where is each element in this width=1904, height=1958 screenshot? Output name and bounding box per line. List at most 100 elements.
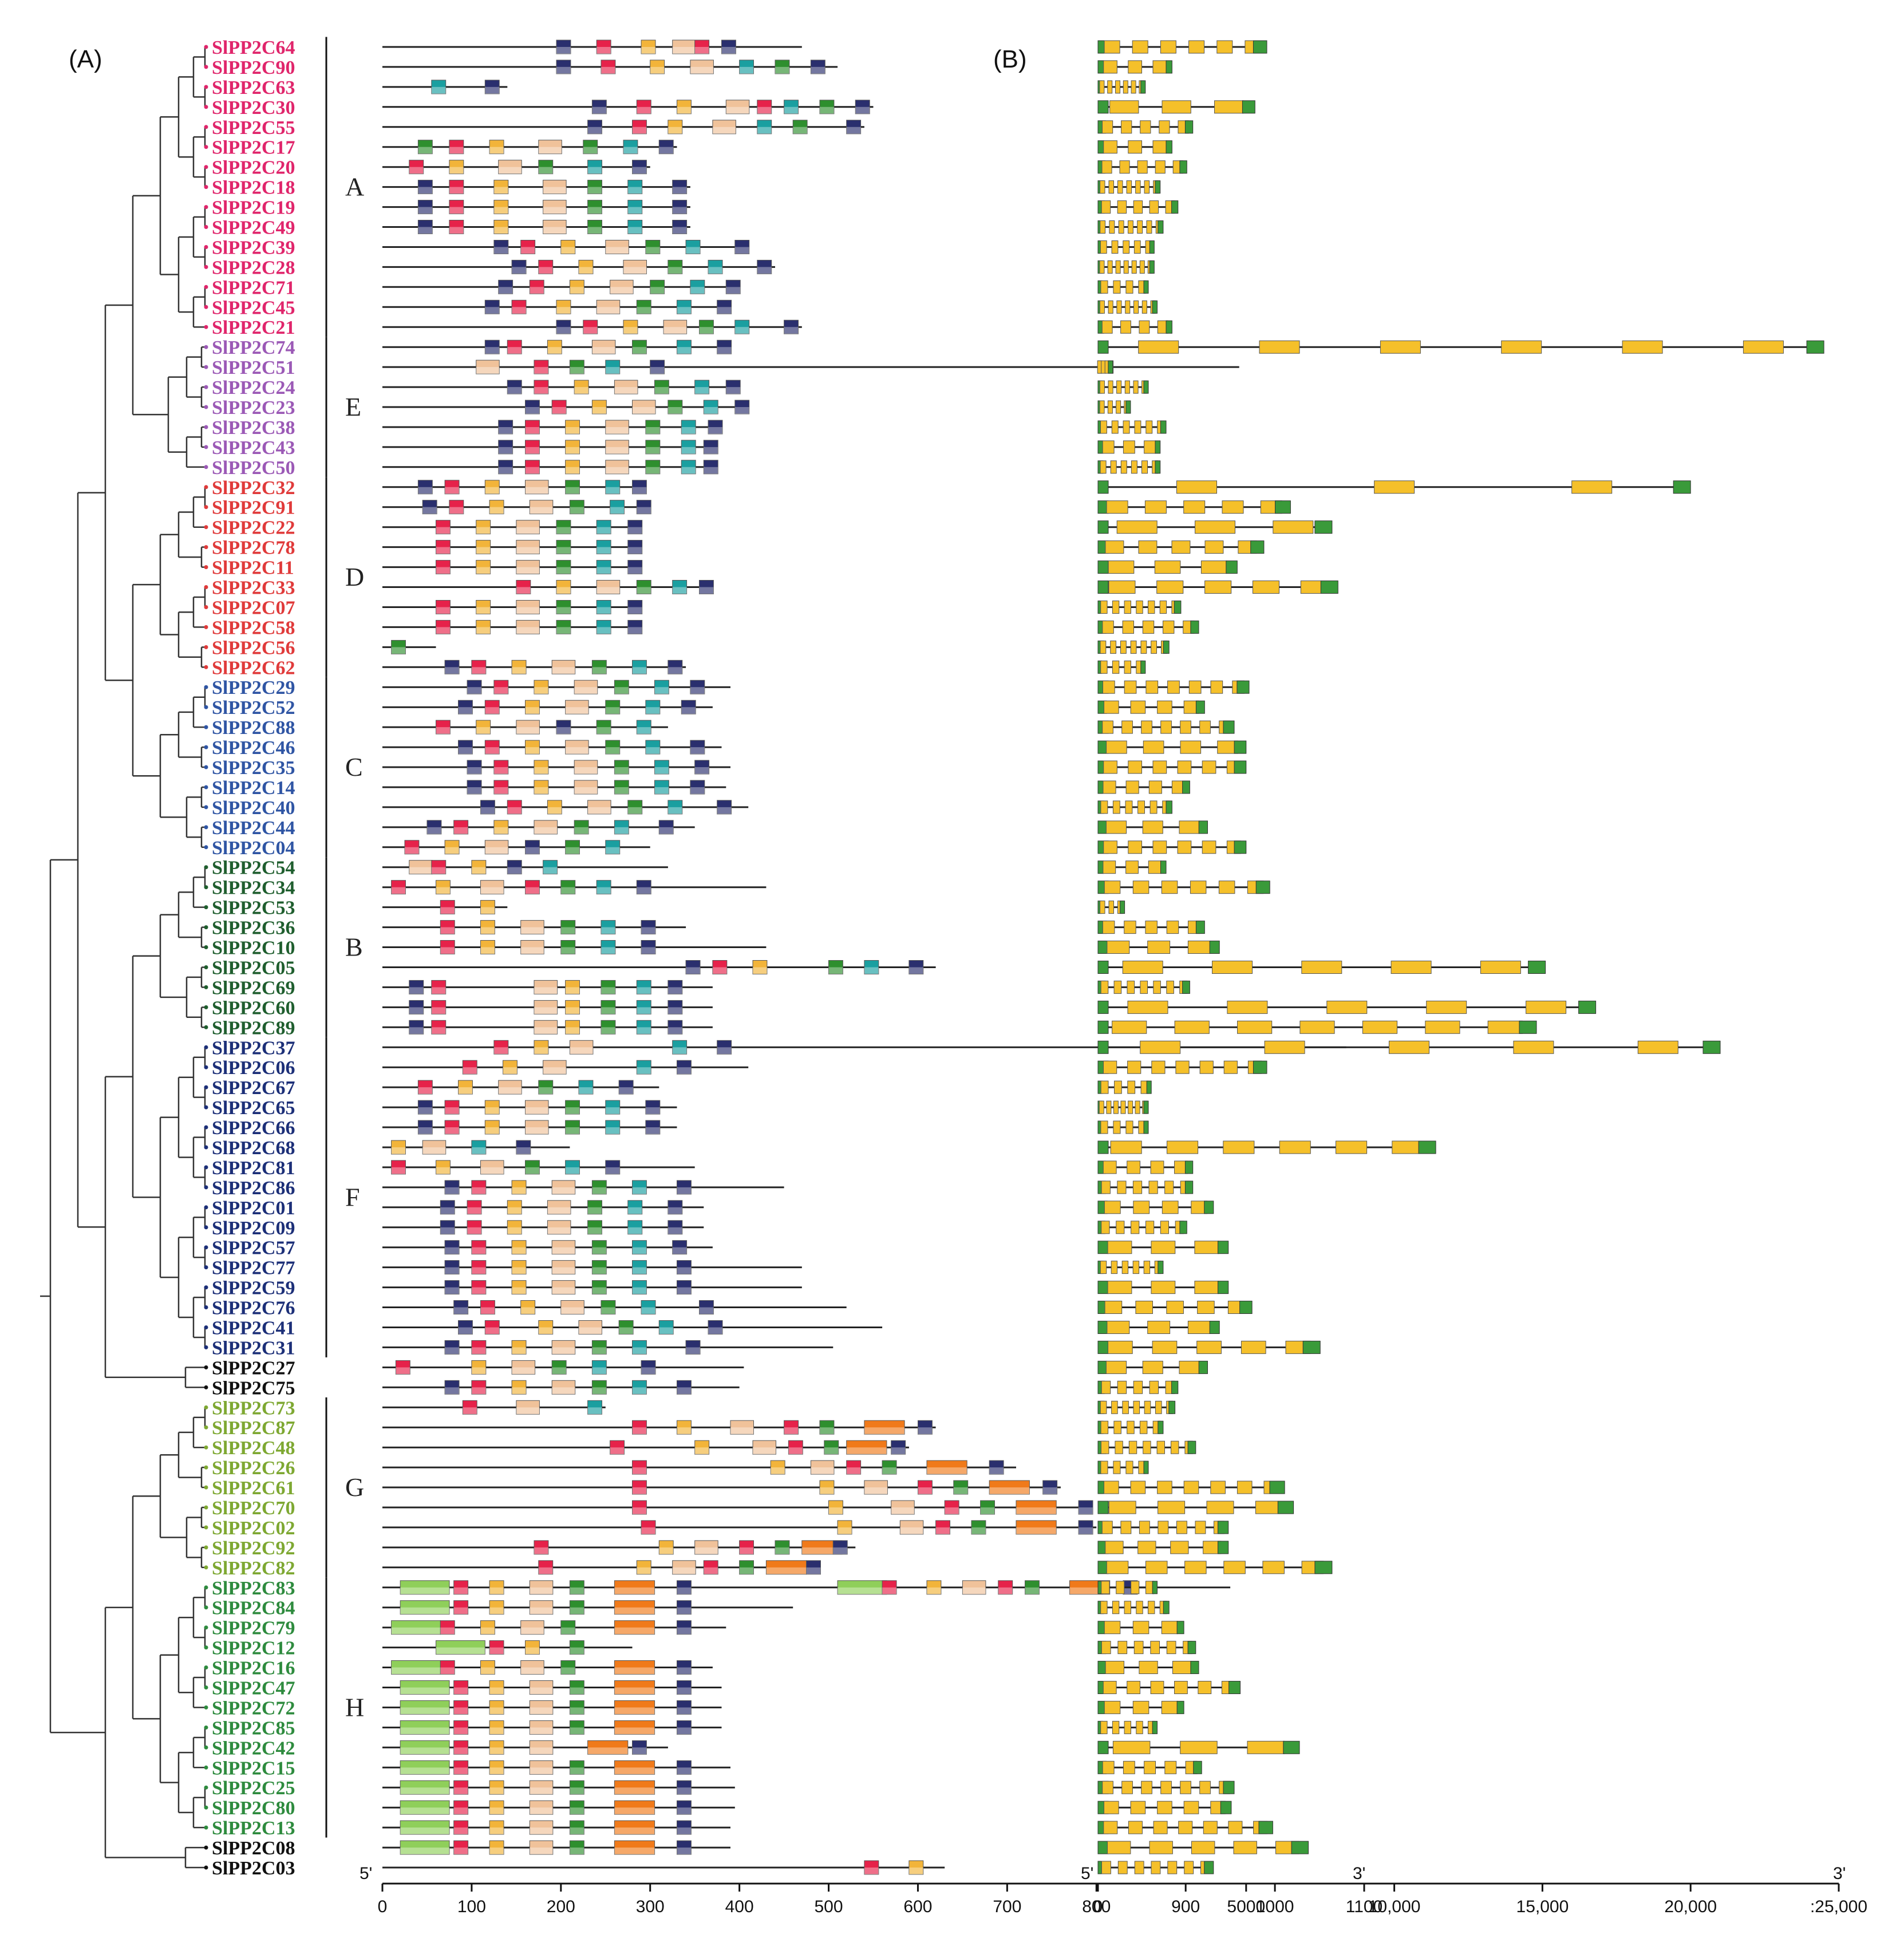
utr-5-slpp2c37	[1097, 1040, 1109, 1054]
motif-shade-slpp2c78-4	[597, 547, 611, 554]
motif-shade-slpp2c39-4	[645, 247, 660, 254]
motif-shade-slpp2c31-6	[686, 1347, 700, 1355]
motif-shade-slpp2c23-5	[704, 407, 718, 414]
motif-slpp2c69-3	[565, 980, 580, 994]
motif-shade-slpp2c09-5	[627, 1227, 642, 1234]
motif-shade-slpp2c69-3	[565, 987, 580, 994]
exon-slpp2c39-1	[1111, 240, 1119, 254]
motif-shade-slpp2c79-2	[480, 1627, 495, 1635]
gene-label-slpp2c04: SlPP2C04	[212, 838, 295, 859]
exon-slpp2c23-1	[1107, 400, 1113, 414]
gene-label-slpp2c01: SlPP2C01	[212, 1198, 295, 1219]
motif-slpp2c69-6	[667, 980, 683, 994]
motif-shade-slpp2c64-5	[721, 47, 736, 54]
motif-slpp2c44-2	[493, 820, 509, 835]
motif-slpp2c67-4	[578, 1080, 594, 1095]
motif-slpp2c17-4	[583, 140, 598, 155]
motif-shade-slpp2c18-1	[449, 187, 464, 194]
motif-shade-slpp2c80-4	[570, 1807, 584, 1815]
motif-slpp2c54-2	[471, 860, 487, 875]
motif-slpp2c58-5	[627, 619, 643, 634]
motif-slpp2c02-5	[1016, 1520, 1057, 1535]
motif-slpp2c41-2	[538, 1320, 554, 1335]
motif-slpp2c49-3	[543, 220, 567, 234]
motif-shade-slpp2c66-0	[418, 1127, 433, 1134]
utr-3-slpp2c24	[1143, 380, 1149, 394]
motif-slpp2c01-2	[507, 1200, 522, 1215]
utr-3-slpp2c81	[1184, 1160, 1194, 1174]
motif-slpp2c20-0	[409, 160, 424, 175]
motif-shade-slpp2c65-2	[485, 1107, 500, 1115]
motif-shade-slpp2c49-1	[449, 227, 464, 234]
motif-slpp2c20-5	[632, 160, 647, 175]
exon-slpp2c02-5	[1195, 1521, 1206, 1534]
motif-shade-slpp2c68-2	[471, 1147, 486, 1154]
exon-slpp2c04-3	[1177, 840, 1192, 854]
motif-shade-slpp2c37-4	[717, 1047, 732, 1055]
motif-slpp2c14-2	[534, 780, 549, 795]
exon-slpp2c88-5	[1199, 720, 1211, 734]
motif-slpp2c08-5	[614, 1840, 655, 1855]
motif-slpp2c30-6	[819, 100, 835, 115]
tree-leaf-node	[204, 585, 208, 589]
motif-slpp2c11-2	[516, 560, 540, 575]
motif-slpp2c70-4	[980, 1500, 995, 1515]
exon-slpp2c88-2	[1141, 720, 1152, 734]
exon-slpp2c27-1	[1142, 1360, 1163, 1374]
motif-shade-slpp2c03-1	[908, 1868, 923, 1874]
motif-slpp2c16-6	[677, 1660, 692, 1675]
utr-3-slpp2c40	[1166, 800, 1172, 814]
motif-slpp2c09-2	[507, 1220, 522, 1235]
exon-slpp2c86-2	[1132, 1181, 1143, 1194]
gene-label-slpp2c21: SlPP2C21	[212, 317, 295, 338]
motif-shade-slpp2c12-0	[436, 1647, 485, 1655]
exon-slpp2c47-4	[1198, 1681, 1212, 1694]
exon-slpp2c72-0	[1104, 1700, 1121, 1714]
motif-slpp2c74-0	[484, 340, 500, 354]
motif-shade-slpp2c02-2	[900, 1527, 923, 1534]
motif-slpp2c50-1	[525, 460, 540, 475]
motif-shade-slpp2c30-3	[726, 106, 749, 114]
motif-shade-slpp2c83-7	[838, 1587, 887, 1594]
motif-slpp2c56-0	[391, 639, 406, 654]
motif-shade-slpp2c14-4	[614, 787, 629, 794]
utr-3-slpp2c60	[1578, 1000, 1597, 1014]
motif-slpp2c27-5	[641, 1360, 656, 1375]
motif-slpp2c62-0	[444, 660, 460, 674]
motif-shade-slpp2c10-1	[480, 947, 495, 954]
exon-slpp2c71-1	[1113, 280, 1121, 294]
motif-shade-slpp2c55-6	[846, 127, 861, 134]
exon-slpp2c63-1	[1107, 80, 1113, 94]
tree-leaf-node	[204, 125, 208, 129]
exon-slpp2c61-5	[1237, 1481, 1253, 1494]
motif-slpp2c42-0	[400, 1740, 450, 1755]
exon-slpp2c89-2	[1237, 1020, 1273, 1034]
motif-slpp2c25-3	[529, 1780, 554, 1795]
motif-slpp2c45-1	[511, 299, 527, 314]
tree-leaf-node	[204, 1485, 208, 1490]
motif-shade-slpp2c86-5	[632, 1187, 647, 1194]
motif-shade-slpp2c63-0	[431, 86, 446, 94]
motif-slpp2c21-2	[623, 319, 638, 334]
tree-leaf-node	[204, 785, 208, 789]
motif-shade-slpp2c66-5	[605, 1127, 620, 1134]
gene-label-slpp2c54: SlPP2C54	[212, 858, 295, 879]
motif-slpp2c92-6	[832, 1540, 848, 1555]
motif-slpp2c58-1	[476, 619, 491, 634]
motif-shade-slpp2c27-0	[396, 1367, 410, 1375]
motif-slpp2c84-4	[569, 1600, 584, 1615]
motif-shade-slpp2c48-1	[694, 1447, 709, 1455]
motif-shade-slpp2c40-0	[480, 807, 495, 814]
motif-shade-slpp2c76-0	[453, 1307, 468, 1314]
motif-slpp2c24-0	[507, 380, 522, 394]
utr-3-slpp2c67	[1146, 1080, 1152, 1094]
motif-slpp2c72-1	[453, 1700, 469, 1715]
motif-slpp2c46-4	[605, 740, 621, 755]
motif-slpp2c91-0	[422, 500, 437, 515]
motif-slpp2c35-3	[574, 760, 598, 775]
motif-slpp2c74-1	[507, 340, 522, 354]
gene-label-slpp2c90: SlPP2C90	[212, 57, 295, 78]
group-label-g: G	[345, 1473, 364, 1502]
exon-slpp2c40-2	[1125, 800, 1133, 814]
motif-slpp2c25-5	[614, 1780, 655, 1795]
